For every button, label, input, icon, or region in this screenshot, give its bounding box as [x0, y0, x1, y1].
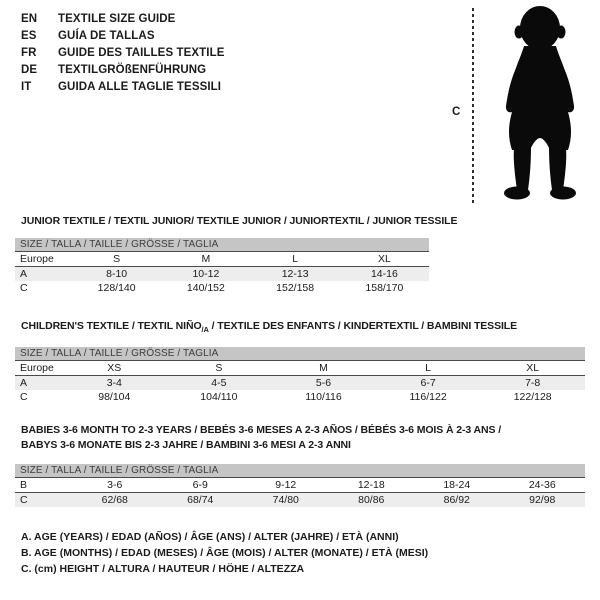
language-row-de: DE TEXTILGRÖßENFÜHRUNG: [21, 61, 225, 78]
size-cell: 110/116: [305, 391, 342, 403]
size-cell: L: [292, 253, 299, 265]
size-cell: 24-36: [528, 479, 556, 491]
size-cell: XL: [526, 362, 540, 374]
size-cell: 6-7: [420, 377, 436, 389]
size-cell: S: [113, 253, 121, 265]
size-cell: 3-4: [106, 377, 122, 389]
section-heading-children: CHILDREN'S TEXTILE / TEXTIL NIÑO/A / TEX…: [21, 320, 517, 334]
table-row-height: C 98/104 104/110 110/116 116/122 122/128: [15, 390, 585, 404]
height-dotted-line: [472, 8, 474, 206]
table-row-months: B 3-6 6-9 9-12 12-18 18-24 24-36: [15, 478, 585, 493]
language-code: IT: [21, 80, 32, 93]
size-cell: 18-24: [443, 479, 471, 491]
baby-silhouette-icon: [504, 6, 576, 200]
size-cell: 104/110: [200, 391, 238, 403]
size-cell: 116/122: [409, 391, 447, 403]
section-heading-babies: BABIES 3-6 MONTH TO 2-3 YEARS / BEBÉS 3-…: [21, 423, 501, 452]
size-cell: 4-5: [211, 377, 227, 389]
language-label: GUIDA ALLE TAGLIE TESSILI: [58, 80, 222, 93]
language-code: ES: [21, 29, 37, 42]
size-cell: 68/74: [187, 494, 214, 506]
children-size-table: SIZE / TALLA / TAILLE / GRÖSSE / TAGLIA …: [15, 347, 585, 404]
language-label: TEXTILE SIZE GUIDE: [58, 12, 176, 25]
row-label: B: [20, 479, 28, 491]
language-row-it: IT GUIDA ALLE TAGLIE TESSILI: [21, 78, 225, 95]
size-bar-label: SIZE / TALLA / TAILLE / GRÖSSE / TAGLIA: [20, 348, 219, 359]
heading-text: CHILDREN'S TEXTILE / TEXTIL NIÑO: [21, 320, 202, 332]
language-label: TEXTILGRÖßENFÜHRUNG: [58, 63, 207, 76]
note-age-months: B. AGE (MONTHS) / EDAD (MESES) / ÂGE (MO…: [21, 547, 429, 559]
language-code: EN: [21, 12, 38, 25]
size-cell: 6-9: [192, 479, 208, 491]
size-cell: M: [201, 253, 211, 265]
size-cell: 8-10: [106, 268, 128, 280]
height-measure-label-c: C: [452, 106, 461, 118]
size-cell: S: [215, 362, 223, 374]
language-row-es: ES GUÍA DE TALLAS: [21, 27, 225, 44]
size-cell: 12-13: [281, 268, 309, 280]
babies-size-table: SIZE / TALLA / TAILLE / GRÖSSE / TAGLIA …: [15, 464, 585, 507]
size-cell: 3-6: [107, 479, 123, 491]
row-label: A: [20, 268, 28, 280]
size-bar: SIZE / TALLA / TAILLE / GRÖSSE / TAGLIA: [15, 464, 585, 478]
size-cell: 7-8: [525, 377, 541, 389]
language-code: DE: [21, 63, 38, 76]
size-cell: 152/158: [276, 282, 315, 294]
table-row-age: A 3-4 4-5 5-6 6-7 7-8: [15, 376, 585, 390]
size-cell: 122/128: [513, 391, 552, 403]
size-cell: 9-12: [275, 479, 297, 491]
size-cell: 128/140: [97, 282, 136, 294]
size-cell: 80/86: [358, 494, 385, 506]
row-label: Europe: [20, 253, 54, 265]
size-cell: XL: [377, 253, 391, 265]
language-row-fr: FR GUIDE DES TAILLES TEXTILE: [21, 44, 225, 61]
size-bar: SIZE / TALLA / TAILLE / GRÖSSE / TAGLIA: [15, 238, 429, 252]
size-cell: 12-18: [357, 479, 385, 491]
size-bar-label: SIZE / TALLA / TAILLE / GRÖSSE / TAGLIA: [20, 239, 219, 250]
size-bar-label: SIZE / TALLA / TAILLE / GRÖSSE / TAGLIA: [20, 465, 219, 476]
size-cell: 86/92: [443, 494, 470, 506]
row-label: C: [20, 391, 28, 403]
language-row-en: EN TEXTILE SIZE GUIDE: [21, 10, 225, 27]
size-cell: XS: [107, 362, 122, 374]
table-row-height: C 128/140 140/152 152/158 158/170: [15, 281, 429, 295]
size-cell: M: [319, 362, 328, 374]
language-code: FR: [21, 46, 37, 59]
note-height-cm: C. (cm) HEIGHT / ALTURA / HAUTEUR / HÖHE…: [21, 563, 305, 575]
table-row-europe: Europe XS S M L XL: [15, 361, 585, 376]
heading-line-2: BABYS 3-6 MONATE BIS 2-3 JAHRE / BAMBINI…: [21, 438, 351, 451]
heading-subscript: /A: [201, 325, 209, 335]
size-cell: 14-16: [370, 268, 398, 280]
row-label: Europe: [20, 362, 54, 374]
row-label: C: [20, 282, 28, 294]
heading-line-1: BABIES 3-6 MONTH TO 2-3 YEARS / BEBÉS 3-…: [21, 424, 502, 436]
size-cell: 158/170: [365, 282, 404, 294]
size-cell: 5-6: [315, 377, 332, 389]
size-cell: L: [425, 362, 431, 374]
table-row-height: C 62/68 68/74 74/80 80/86 86/92 92/98: [15, 493, 585, 507]
language-label: GUÍA DE TALLAS: [58, 29, 155, 42]
size-cell: 98/104: [98, 391, 131, 403]
note-age-years: A. AGE (YEARS) / EDAD (AÑOS) / ÂGE (ANS)…: [21, 531, 399, 543]
junior-size-table: SIZE / TALLA / TAILLE / GRÖSSE / TAGLIA …: [15, 238, 429, 295]
row-label: C: [20, 494, 28, 506]
language-list: EN TEXTILE SIZE GUIDE ES GUÍA DE TALLAS …: [21, 10, 225, 95]
table-row-age: A 8-10 10-12 12-13 14-16: [15, 267, 429, 281]
section-heading-junior: JUNIOR TEXTILE / TEXTIL JUNIOR/ TEXTILE …: [21, 215, 458, 227]
table-row-europe: Europe S M L XL: [15, 252, 429, 267]
size-cell: 74/80: [272, 494, 299, 506]
heading-text: / TEXTILE DES ENFANTS / KINDERTEXTIL / B…: [208, 320, 518, 332]
size-cell: 62/68: [101, 494, 128, 506]
size-cell: 10-12: [192, 268, 220, 280]
legend-notes: A. AGE (YEARS) / EDAD (AÑOS) / ÂGE (ANS)…: [21, 531, 428, 579]
size-bar: SIZE / TALLA / TAILLE / GRÖSSE / TAGLIA: [15, 347, 585, 361]
language-label: GUIDE DES TAILLES TEXTILE: [58, 46, 225, 59]
size-cell: 92/98: [529, 494, 556, 506]
row-label: A: [20, 377, 28, 389]
size-cell: 140/152: [186, 282, 225, 294]
